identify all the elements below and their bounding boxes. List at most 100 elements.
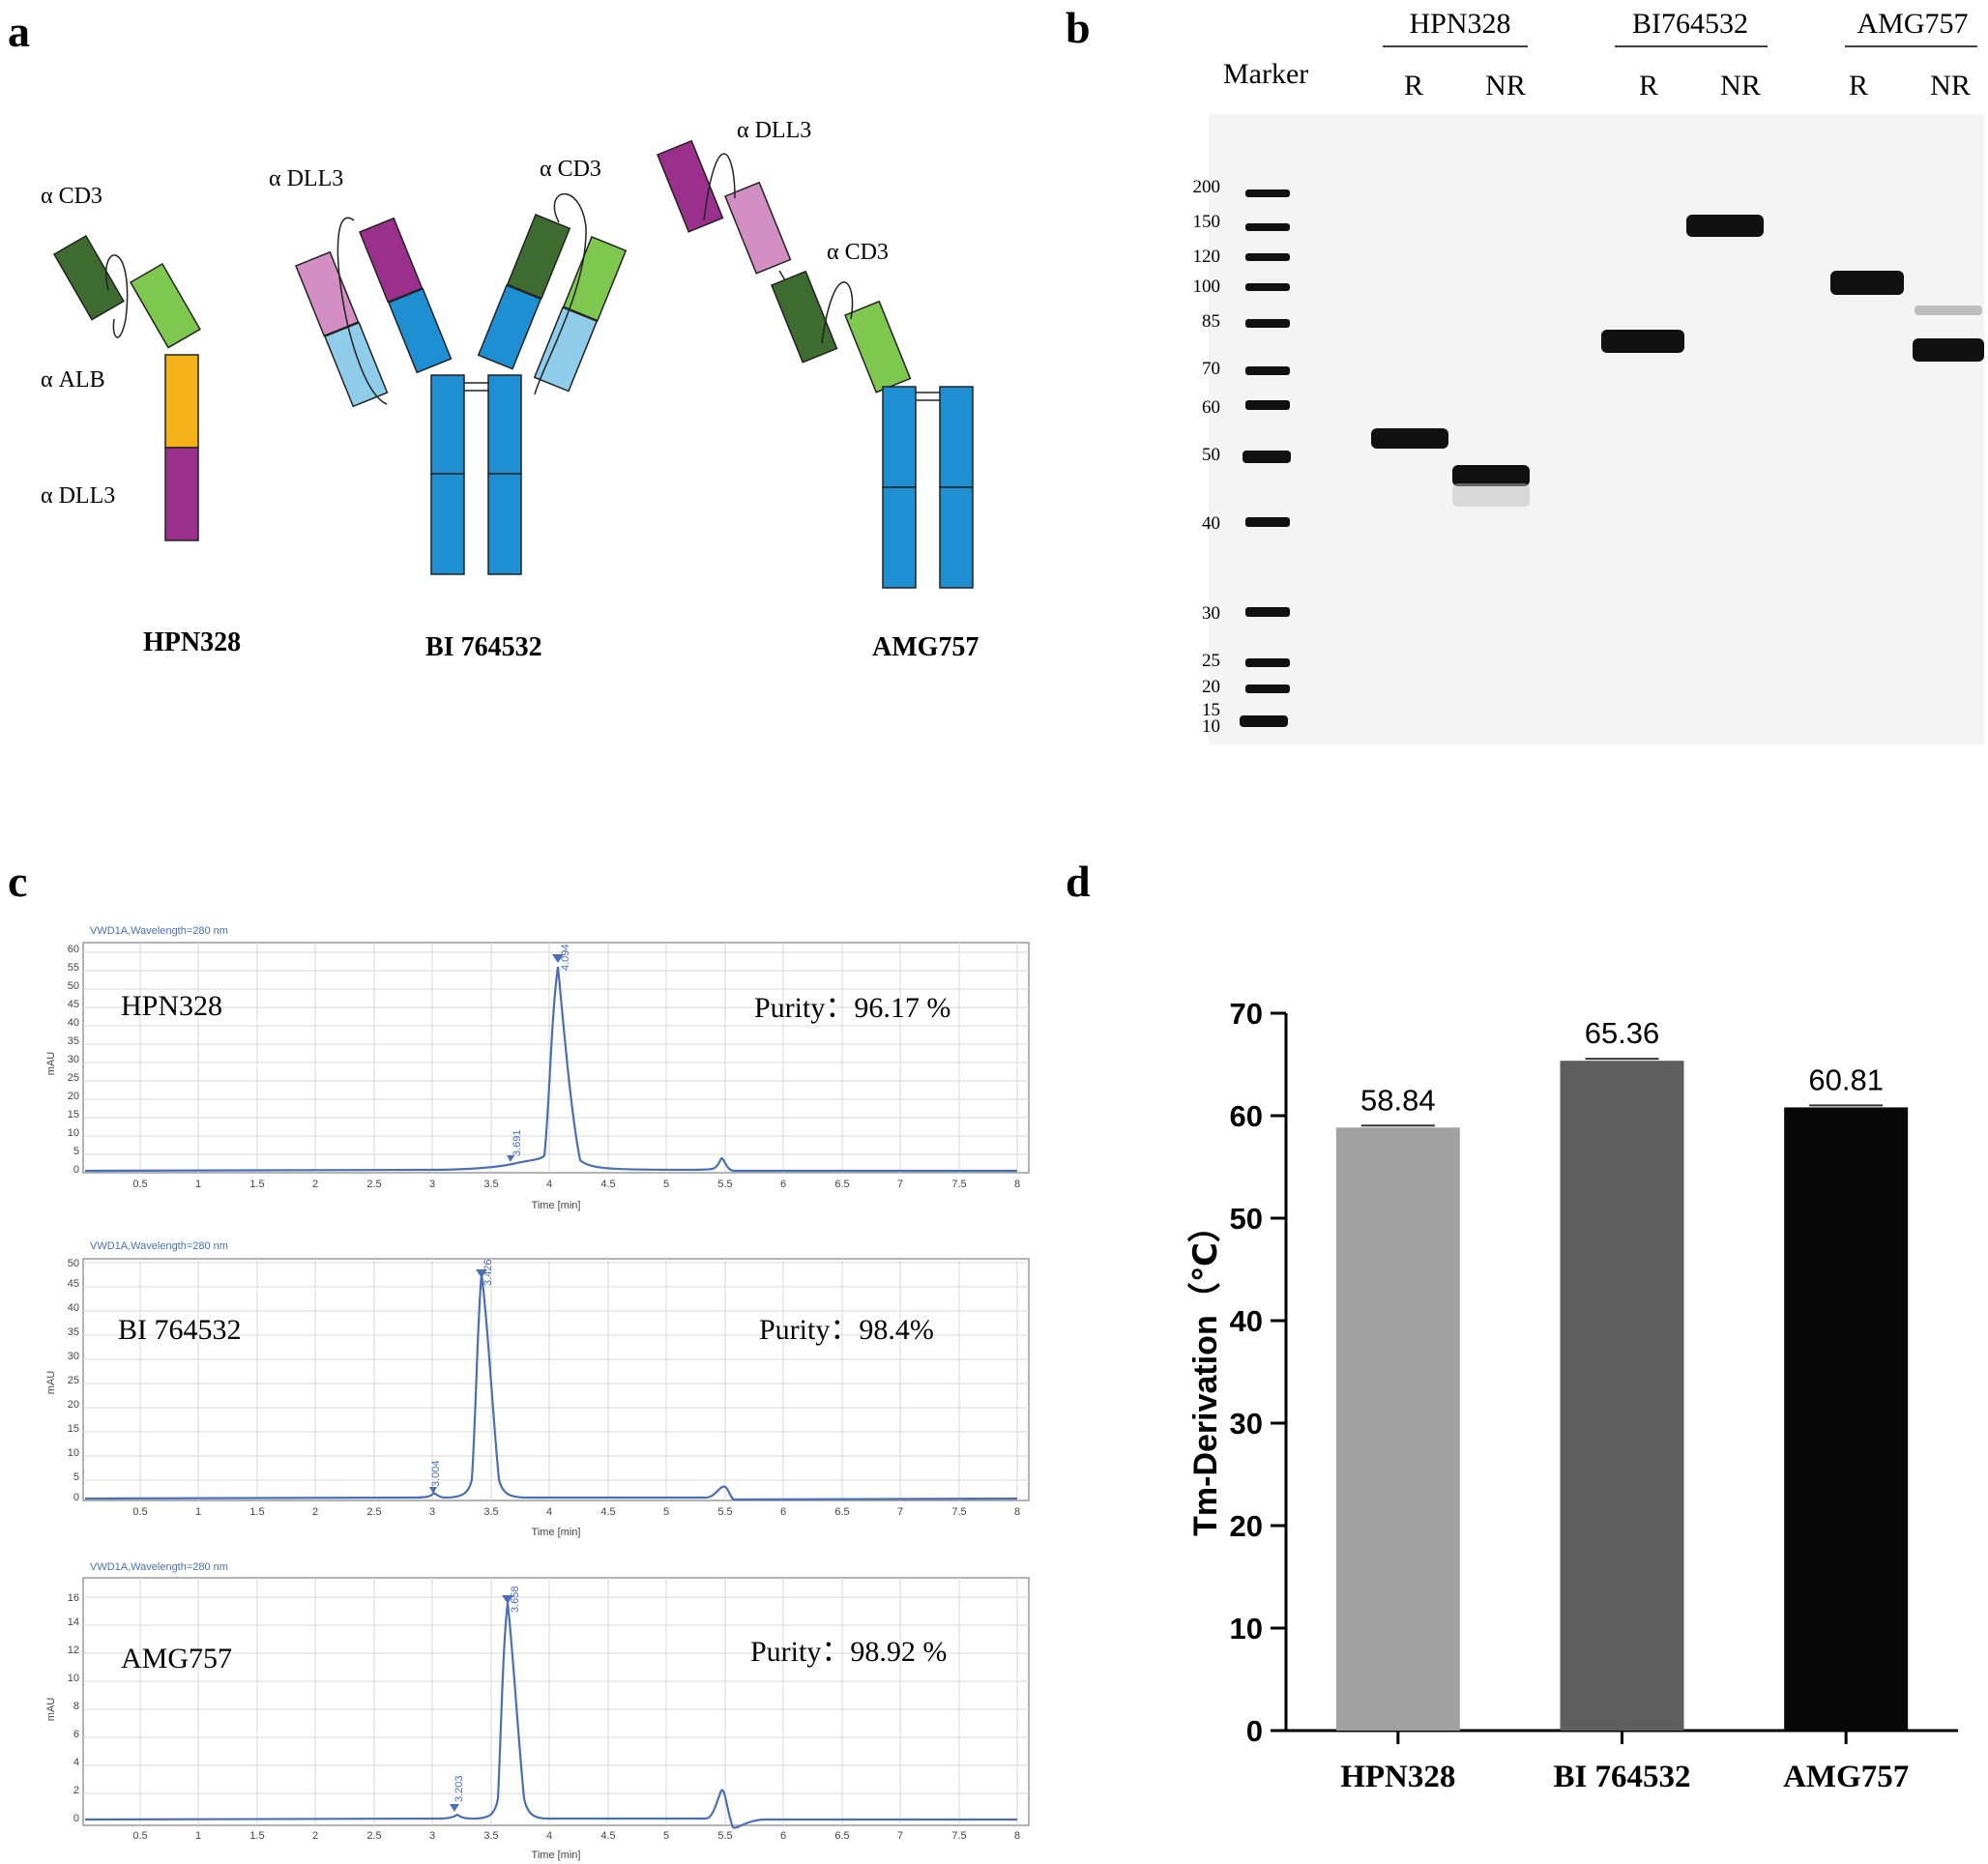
hpn328-dll3-label: α DLL3	[41, 483, 115, 509]
marker-band	[1245, 189, 1290, 197]
chromatogram-header: VWD1A,Wavelength=280 nm	[90, 1561, 228, 1573]
marker-band	[1245, 253, 1290, 261]
bi-right-cl-domain	[533, 306, 599, 393]
chromatogram-xticks: 0.5 1 1.5 2 2.5 3 3.5 4 4.5 5 5.5 6 6.5 7 7.5 8	[132, 1179, 1020, 1190]
marker-size-label: 20	[1202, 677, 1220, 697]
marker-size-label: 120	[1193, 247, 1221, 267]
chromatogram-yticks: 0 5 10 15 20 25 30 35 40 45 50	[68, 1258, 79, 1503]
xtick-label: 2	[312, 1830, 318, 1842]
marker-band	[1245, 658, 1290, 667]
xtick-label: 4	[546, 1830, 552, 1842]
marker-size-label: 30	[1202, 603, 1220, 624]
purity-label: Purity：98.4%	[759, 1314, 934, 1346]
panel-c-label: c	[8, 857, 27, 906]
y-tick-label: 10	[1230, 1612, 1263, 1646]
marker-band	[1245, 319, 1290, 328]
ytick-label: 14	[68, 1616, 79, 1628]
chromatogram-ylabel: mAU	[45, 1698, 57, 1722]
band-bi764532-r	[1601, 330, 1684, 353]
hpn328-cd3-dark-domain	[52, 234, 125, 321]
gel-lane-amg757-nr: NR	[1930, 70, 1971, 102]
ytick-label: 6	[73, 1729, 79, 1740]
purity-label: Purity：96.17 %	[754, 992, 950, 1024]
y-tick-label: 40	[1230, 1304, 1263, 1338]
sample-name: AMG757	[121, 1643, 232, 1675]
bi-fc-right-lower	[487, 473, 522, 575]
ytick-label: 35	[68, 1035, 79, 1047]
marker-ladder	[1240, 189, 1291, 727]
xtick-label: 1	[195, 1179, 201, 1190]
xtick-label: 6	[780, 1506, 786, 1518]
band-hpn328-nr-smear	[1452, 483, 1530, 507]
value-label: 60.81	[1808, 1063, 1884, 1096]
amg-fc-left-upper	[882, 386, 917, 488]
xtick-label: 1	[195, 1830, 201, 1842]
chromatogram-header: VWD1A,Wavelength=280 nm	[90, 1240, 228, 1252]
y-tick-label: 0	[1246, 1714, 1263, 1748]
xtick-label: 1.5	[249, 1179, 264, 1190]
marker-band	[1245, 283, 1290, 291]
xtick-label: 5.5	[717, 1506, 732, 1518]
amg-linker-3	[821, 281, 854, 344]
xtick-label: 5.5	[717, 1830, 732, 1842]
bars: 58.84 HPN328 65.36 BI 764532 60.81 AMG757	[1335, 1016, 1909, 1794]
amg-cd3-vh-domain	[771, 270, 838, 364]
marker-label: Marker	[1223, 58, 1308, 90]
amg-cd3-label: α CD3	[827, 240, 889, 265]
chromatogram-hpn328: VWD1A,Wavelength=280 nm 0 5 10 15 20 25 …	[45, 925, 1030, 1211]
band-hpn328-r	[1371, 428, 1448, 449]
marker-band	[1242, 451, 1291, 463]
xtick-label: 7.5	[951, 1830, 966, 1842]
gel-group-amg757: AMG757	[1856, 8, 1968, 40]
gel-group-bi764532: BI764532	[1632, 8, 1748, 40]
bi-right-ch-domain	[477, 284, 542, 370]
y-tick-label: 70	[1230, 997, 1263, 1031]
ytick-label: 2	[73, 1785, 79, 1796]
xtick-label: 1.5	[249, 1506, 264, 1518]
band-bi764532-nr	[1686, 215, 1764, 237]
main-peak-marker	[502, 1595, 513, 1604]
band-amg757-nr	[1913, 338, 1984, 362]
xtick-label: 3	[429, 1506, 435, 1518]
xtick-label: 6.5	[834, 1506, 849, 1518]
xtick-label: 4.5	[600, 1830, 615, 1842]
ytick-label: 50	[68, 980, 79, 992]
ytick-label: 40	[68, 1017, 79, 1029]
amg757-name: AMG757	[872, 632, 979, 662]
gel-lane-bi764532-nr: NR	[1720, 70, 1761, 102]
y-tick-label: 20	[1230, 1509, 1263, 1543]
y-tick-label: 50	[1230, 1202, 1263, 1236]
ytick-label: 50	[68, 1258, 79, 1269]
amg-dll3-vh-domain	[657, 139, 724, 233]
xtick-label: 7.5	[951, 1506, 966, 1518]
category-label: HPN328	[1340, 1760, 1455, 1794]
ytick-label: 25	[68, 1072, 79, 1084]
chromatogram-amg757: VWD1A,Wavelength=280 nm 0 2 4 6 8 10 12 …	[45, 1561, 1030, 1861]
gel-lane-amg757-r: R	[1849, 70, 1868, 102]
marker-band	[1245, 517, 1290, 527]
xtick-label: 2.5	[366, 1830, 381, 1842]
chromatogram-grid	[83, 1259, 1029, 1500]
xtick-label: 5	[663, 1830, 669, 1842]
ytick-label: 25	[68, 1375, 79, 1386]
xtick-label: 4.5	[600, 1179, 615, 1190]
value-label: 65.36	[1585, 1016, 1660, 1050]
ytick-label: 0	[73, 1164, 79, 1176]
xtick-label: 6.5	[834, 1179, 849, 1190]
category-label: AMG757	[1783, 1760, 1909, 1794]
marker-size-label: 200	[1193, 177, 1221, 197]
xtick-label: 3.5	[483, 1506, 498, 1518]
chromatogram-header: VWD1A,Wavelength=280 nm	[90, 925, 228, 937]
y-tick-label: 30	[1230, 1407, 1263, 1441]
band-amg757-r	[1830, 271, 1904, 295]
purity-label: Purity：98.92 %	[750, 1636, 947, 1668]
tm-bar-chart: Tm-Derivation（℃） 0 10 20 30 40 50 60 70 58.84 HP…	[1186, 997, 1958, 1794]
marker-size-label: 15	[1202, 700, 1220, 720]
ytick-label: 15	[68, 1423, 79, 1435]
marker-size-label: 70	[1202, 359, 1220, 379]
minor-peak-label: 3.004	[430, 1460, 442, 1487]
y-axis-label: Tm-Derivation（℃）	[1186, 1209, 1224, 1536]
bi-left-linker	[336, 217, 388, 405]
marker-size-label: 25	[1202, 651, 1220, 671]
category-label: BI 764532	[1553, 1760, 1690, 1794]
